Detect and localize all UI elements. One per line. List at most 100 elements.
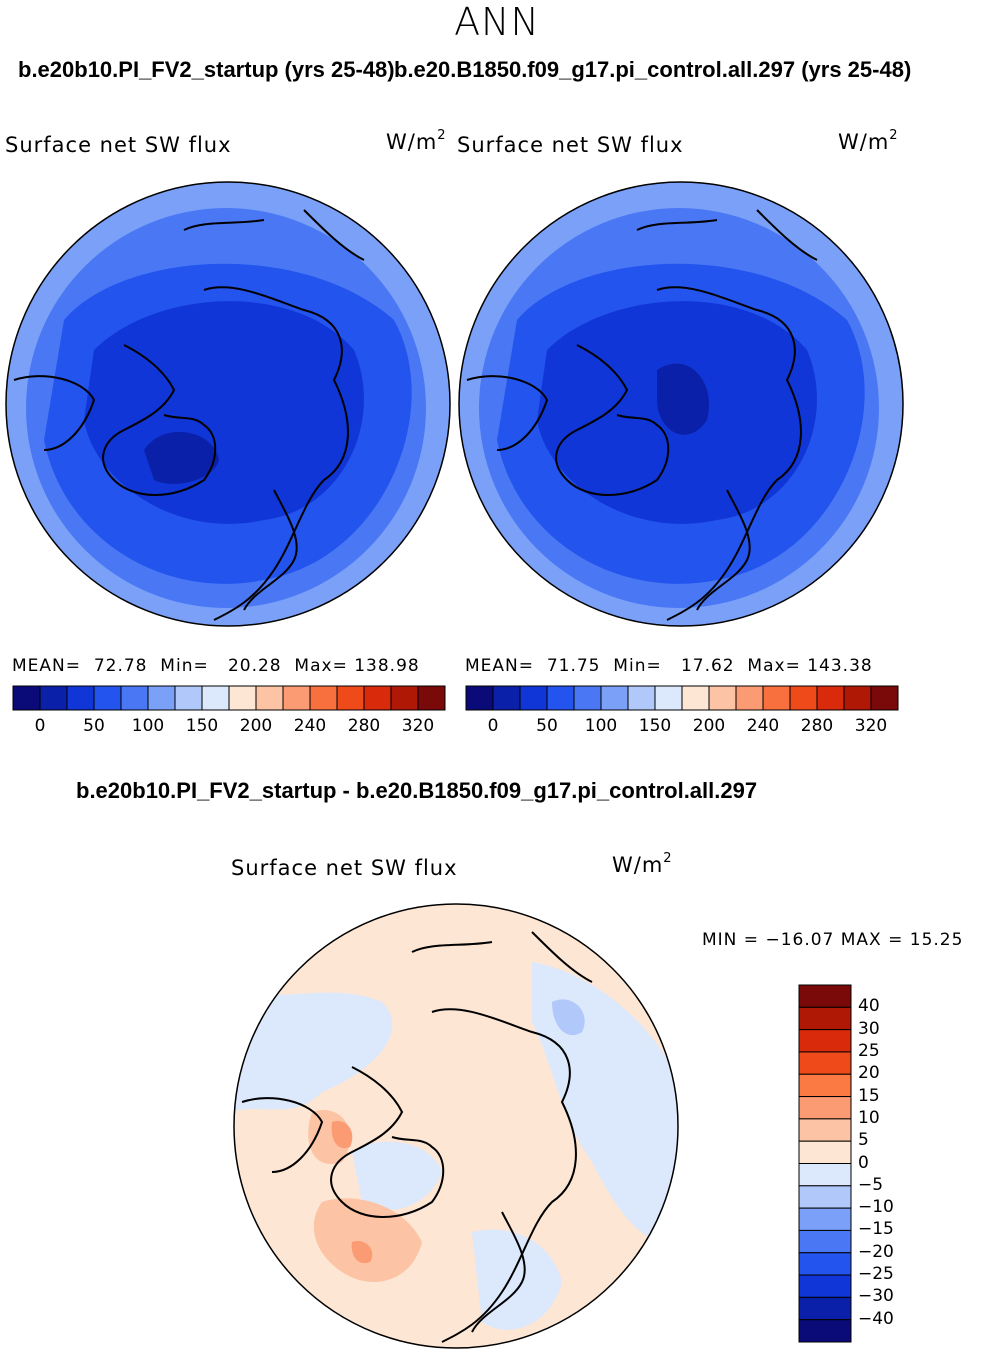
colorbar-swatch (655, 686, 682, 710)
colorbar-tick-label: 280 (348, 716, 380, 736)
colorbar-tick-label: −15 (858, 1219, 894, 1239)
diff-polar-map (232, 902, 680, 1350)
colorbar-swatch (799, 1230, 851, 1252)
colorbar-tick-label: 240 (747, 716, 779, 736)
colorbar-swatch (763, 686, 790, 710)
colorbar-swatch (13, 686, 40, 710)
left-stats: MEAN= 72.78 Min= 20.28 Max= 138.98 (12, 656, 420, 676)
colorbar-swatch (817, 686, 844, 710)
colorbar-swatch (799, 1164, 851, 1186)
colorbar-swatch (799, 1119, 851, 1141)
right-case-title: b.e20.B1850.f09_g17.pi_control.all.297 (… (394, 57, 911, 83)
colorbar-tick-label: 15 (858, 1086, 880, 1106)
colorbar-tick-label: 150 (186, 716, 218, 736)
colorbar-tick-label: 25 (858, 1041, 880, 1061)
left-case-title: b.e20b10.PI_FV2_startup (yrs 25-48) (18, 57, 395, 83)
colorbar-swatch (799, 1007, 851, 1029)
colorbar-tick-label: 40 (858, 996, 880, 1016)
colorbar-swatch (337, 686, 364, 710)
colorbar-tick-label: −5 (858, 1175, 883, 1195)
colorbar-tick-label: 0 (488, 716, 499, 736)
diff-variable-label: Surface net SW flux (231, 856, 458, 880)
diff-colorbar-ticks: 40 30 25 20 15 10 5 0 −5 −10 −15 −20 −25 −30 −40 (858, 985, 918, 1342)
colorbar-swatch (790, 686, 817, 710)
colorbar-swatch (40, 686, 67, 710)
left-variable-label: Surface net SW flux (5, 133, 232, 157)
colorbar-swatch (574, 686, 601, 710)
diff-minmax: MIN = −16.07 MAX = 15.25 (702, 930, 963, 950)
colorbar-tick-label: 150 (639, 716, 671, 736)
colorbar-swatch (175, 686, 202, 710)
diff-colorbar (799, 985, 851, 1342)
colorbar-tick-label: 50 (83, 716, 105, 736)
right-polar-map (457, 180, 905, 628)
colorbar-swatch (493, 686, 520, 710)
colorbar-tick-label: 5 (858, 1130, 869, 1150)
left-units-label: W/m2 (386, 128, 447, 154)
colorbar-swatch (391, 686, 418, 710)
colorbar-tick-label: 200 (693, 716, 725, 736)
right-stats: MEAN= 71.75 Min= 17.62 Max= 143.38 (465, 656, 873, 676)
left-polar-map (4, 180, 452, 628)
colorbar-swatch (628, 686, 655, 710)
colorbar-swatch (799, 1208, 851, 1230)
colorbar-tick-label: 30 (858, 1019, 880, 1039)
colorbar-tick-label: 20 (858, 1063, 880, 1083)
colorbar-tick-label: 320 (855, 716, 887, 736)
colorbar-swatch (871, 686, 898, 710)
left-colorbar (13, 686, 445, 710)
colorbar-tick-label: 100 (132, 716, 164, 736)
diff-title: b.e20b10.PI_FV2_startup - b.e20.B1850.f0… (76, 778, 757, 804)
colorbar-swatch (799, 1275, 851, 1297)
diff-units-label: W/m2 (612, 851, 673, 877)
colorbar-tick-label: 0 (858, 1153, 869, 1173)
right-colorbar-ticks: 0 50 100 150 200 240 280 320 (466, 716, 898, 738)
colorbar-tick-label: −30 (858, 1286, 894, 1306)
colorbar-tick-label: 100 (585, 716, 617, 736)
colorbar-swatch (283, 686, 310, 710)
colorbar-tick-label: −10 (858, 1197, 894, 1217)
colorbar-swatch (202, 686, 229, 710)
colorbar-swatch (94, 686, 121, 710)
colorbar-tick-label: 280 (801, 716, 833, 736)
colorbar-tick-label: −25 (858, 1264, 894, 1284)
colorbar-swatch (466, 686, 493, 710)
colorbar-tick-label: −20 (858, 1242, 894, 1262)
colorbar-swatch (799, 1186, 851, 1208)
colorbar-swatch (682, 686, 709, 710)
colorbar-tick-label: −40 (858, 1309, 894, 1329)
colorbar-swatch (601, 686, 628, 710)
colorbar-swatch (736, 686, 763, 710)
colorbar-swatch (709, 686, 736, 710)
colorbar-tick-label: 320 (402, 716, 434, 736)
colorbar-swatch (799, 1052, 851, 1074)
colorbar-tick-label: 240 (294, 716, 326, 736)
colorbar-swatch (799, 1030, 851, 1052)
colorbar-swatch (799, 985, 851, 1007)
right-units-label: W/m2 (838, 128, 899, 154)
colorbar-swatch (799, 1074, 851, 1096)
right-variable-label: Surface net SW flux (457, 133, 684, 157)
colorbar-swatch (418, 686, 445, 710)
colorbar-swatch (67, 686, 94, 710)
colorbar-swatch (799, 1141, 851, 1163)
colorbar-tick-label: 50 (536, 716, 558, 736)
colorbar-tick-label: 200 (240, 716, 272, 736)
main-title: ANN (0, 0, 994, 44)
left-colorbar-ticks: 0 50 100 150 200 240 280 320 (13, 716, 445, 738)
colorbar-swatch (547, 686, 574, 710)
colorbar-swatch (121, 686, 148, 710)
right-colorbar (466, 686, 898, 710)
colorbar-tick-label: 0 (35, 716, 46, 736)
colorbar-swatch (844, 686, 871, 710)
colorbar-swatch (148, 686, 175, 710)
colorbar-swatch (256, 686, 283, 710)
colorbar-swatch (799, 1297, 851, 1319)
colorbar-swatch (364, 686, 391, 710)
colorbar-swatch (520, 686, 547, 710)
colorbar-swatch (229, 686, 256, 710)
colorbar-swatch (799, 1097, 851, 1119)
colorbar-swatch (799, 1253, 851, 1275)
colorbar-tick-label: 10 (858, 1108, 880, 1128)
colorbar-swatch (799, 1320, 851, 1342)
